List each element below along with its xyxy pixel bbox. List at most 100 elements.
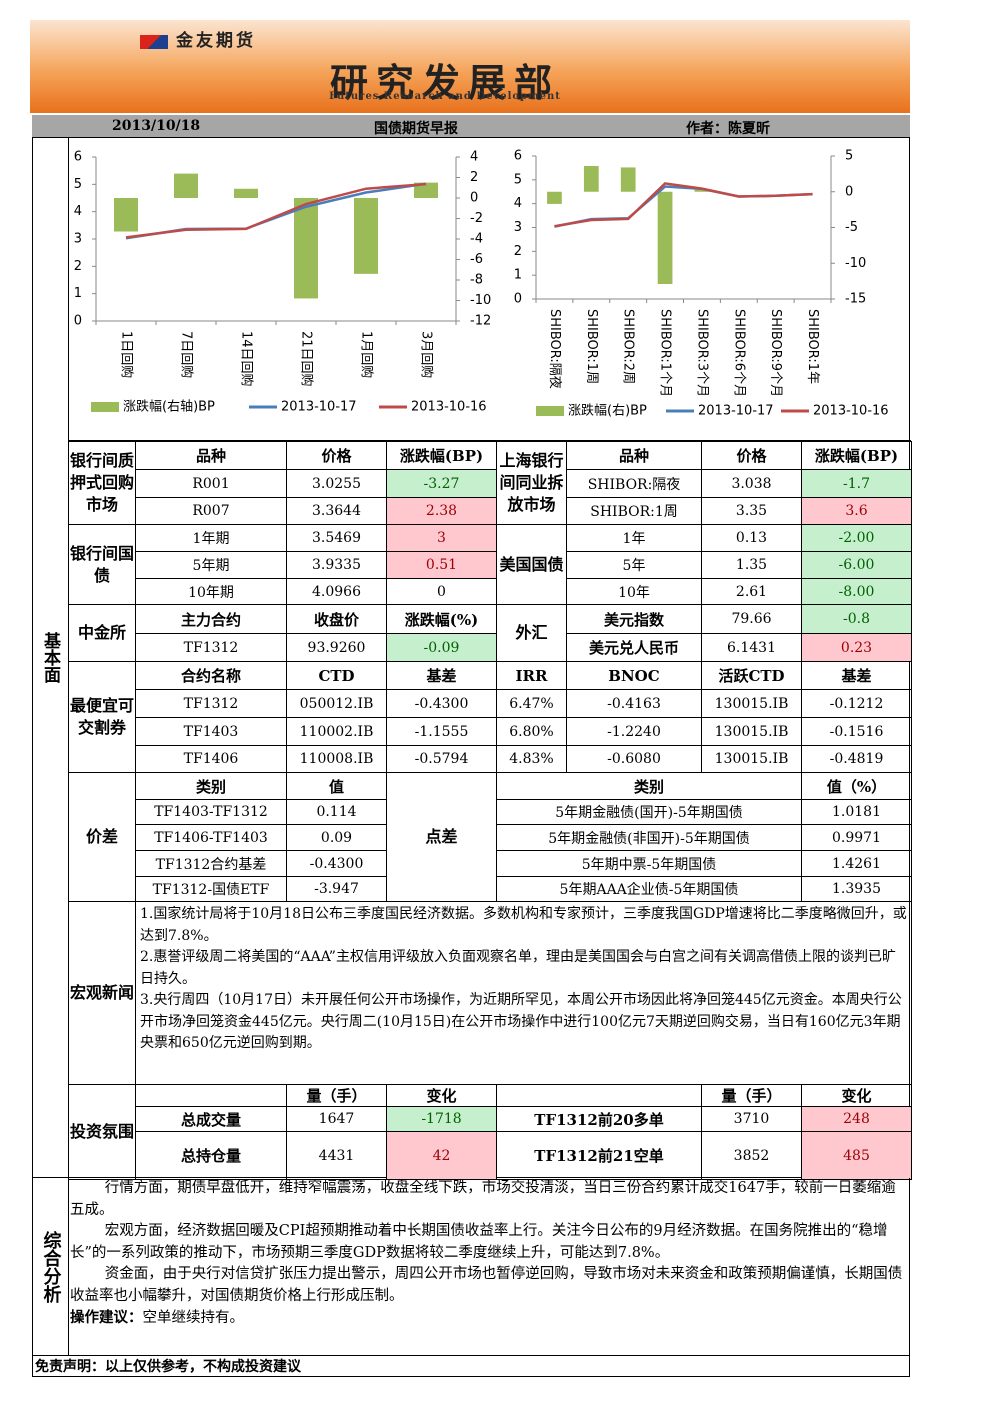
table-row: TF1403 110002.IB -1.1555 6.80% -1.2240 130015…	[69, 717, 912, 746]
table-cell: TF1312前21空单	[496, 1131, 702, 1180]
news-item: 2.惠誉评级周二将美国的“AAA”主权信用评级放入负面观察名单，理由是美国国会与…	[140, 949, 896, 987]
table-cell: TF1312	[135, 689, 287, 718]
table-cell	[496, 1084, 702, 1107]
paragraph: 资金面，由于央行对信贷扩张压力提出警示，周四公开市场也暂停逆回购，导致市场对未来…	[70, 1266, 903, 1304]
info-bar: 2013/10/18 国债期货早报 作者：陈夏昕	[32, 115, 910, 137]
table-cell: 涨跌幅(BP)	[386, 441, 497, 470]
table-cell: -0.4163	[566, 689, 702, 718]
table-cell: 93.9260	[286, 633, 387, 662]
table-cell: 1.35	[701, 551, 802, 579]
table-cell: 2.61	[701, 578, 802, 605]
legend-label: 2013-10-17	[698, 404, 774, 419]
table-cell: 4.0966	[286, 578, 387, 605]
y-tick-label: 6	[74, 150, 82, 165]
y-tick-label: 2	[514, 244, 522, 259]
paragraph: 行情方面，期债早盘低开，维持窄幅震荡，收盘全线下跌，市场交投清淡，当日三份合约累…	[70, 1180, 896, 1218]
charts-area: 0 1 2 3 4 5 6 -12 -10 -8 -6 -4 -2 0 2 4 1日回购 7日回购 14日回购 21日…	[68, 138, 911, 441]
table-cell: 点差	[386, 772, 497, 902]
table-row: 投资氛围 量（手） 变化 量（手） 变化	[68, 1084, 912, 1180]
table-cell: 5年期	[135, 551, 287, 579]
table-cell: 总持仓量	[135, 1131, 287, 1180]
table-cell: 投资氛围	[68, 1084, 136, 1180]
disclaimer: 免责声明：以上仅供参考，不构成投资建议	[32, 1356, 910, 1377]
table-cell: 品种	[135, 441, 287, 470]
advice: 操作建议：空单继续持有。	[70, 1307, 905, 1330]
table-cell: IRR	[496, 661, 567, 690]
table-cell: -1.1555	[386, 717, 497, 746]
news-item: 3.央行周四（10月17日）未开展任何公开市场操作，为近期所罕见，本周公开市场因…	[140, 992, 902, 1051]
table-row: TF1312-国债ETF -3.947 5年期AAA企业债-5年期国债 1.3935	[69, 876, 912, 902]
table-cell: -3.947	[286, 876, 387, 902]
table-cell: 3.35	[701, 497, 802, 525]
table-cell: 6.1431	[701, 633, 802, 662]
date: 2013/10/18	[112, 118, 201, 134]
table-cell: 量（手）	[701, 1084, 802, 1107]
table-cell: -0.8	[801, 604, 912, 634]
bar	[174, 173, 198, 198]
table-cell: 10年期	[135, 578, 287, 605]
table-cell: 价格	[701, 441, 802, 470]
table-cell: 3.5469	[286, 524, 387, 552]
news-cell: 1.国家统计局将于10月18日公布三季度国民经济数据。多数机构和专家预计，三季度…	[135, 901, 912, 1085]
table-cell: 0	[386, 578, 497, 605]
bar	[234, 188, 258, 198]
section-label: 基本面	[33, 138, 69, 1177]
summary-text: 行情方面，期债早盘低开，维持窄幅震荡，收盘全线下跌，市场交投清淡，当日三份合约累…	[70, 1178, 905, 1330]
y2-tick-label: -4	[470, 232, 483, 247]
y-tick-label: 2	[74, 259, 82, 274]
table-cell: -3.27	[386, 469, 497, 498]
table-row: TF1312 93.9260 -0.09 美元兑人民币 6.1431 0.23	[69, 633, 912, 662]
table-cell: 4431	[286, 1131, 387, 1180]
table-cell: 外汇	[496, 604, 567, 662]
y2-tick-label: 4	[470, 150, 478, 165]
table-cell: 3.0255	[286, 469, 387, 498]
table-cell: 10年	[566, 578, 702, 605]
table-row: 5年期 3.9335 0.51 5年 1.35 -6.00	[69, 551, 912, 579]
table-cell: 3	[386, 524, 497, 552]
bar	[414, 182, 438, 198]
table-cell: -0.4300	[386, 689, 497, 718]
x-tick-label: 14日回购	[239, 331, 255, 387]
table-row: 总持仓量 4431 42 TF1312前21空单 3852 485	[69, 1131, 912, 1180]
advice-label: 操作建议：	[70, 1309, 143, 1326]
bar	[547, 191, 562, 204]
table-cell: 0.9971	[801, 824, 912, 851]
table-cell	[135, 1084, 287, 1107]
table-row: 价差 类别值点差 类别 值（%）	[68, 772, 912, 902]
y2-tick-label: -15	[845, 292, 866, 307]
table-cell: 基差	[801, 661, 912, 690]
table-cell: 130015.IB	[701, 745, 802, 773]
table-cell: 1.0181	[801, 799, 912, 825]
fundamentals: 基本面 0 1 2 3 4 5 6 -12 -10 -8 -6 -4 -2 0 2 4 1日回购 7日回购 14日回…	[32, 137, 912, 1180]
x-tick-label: SHIBOR:3个月	[694, 309, 709, 397]
table-cell: 活跃CTD	[701, 661, 802, 690]
bar	[620, 167, 636, 192]
author: 作者：陈夏昕	[686, 121, 770, 137]
table-cell: 4.83%	[496, 745, 567, 773]
x-tick-label: 1日回购	[119, 331, 135, 378]
x-tick-label: 3月回购	[419, 331, 435, 378]
table-cell: 2.38	[386, 497, 497, 525]
line	[125, 182, 427, 239]
y-tick-label: 3	[74, 232, 82, 247]
x-tick-label: SHIBOR:1年	[805, 309, 820, 384]
table-cell: 0.51	[386, 551, 497, 579]
table-cell: 5年期金融债(非国开)-5年期国债	[496, 824, 802, 851]
table-cell: R007	[135, 497, 287, 525]
bar	[694, 189, 710, 192]
table-cell: 银行间国债	[68, 524, 136, 605]
table-cell: 美元兑人民币	[566, 633, 702, 662]
table-cell: 3.6	[801, 497, 912, 525]
table-cell: 79.66	[701, 604, 802, 634]
y2-tick-label: 5	[845, 149, 853, 164]
table-cell: TF1403	[135, 717, 287, 746]
table-row: 中金所 主力合约 收盘价 涨跌幅(%) 外汇 美元指数 79.66 -0.8	[68, 604, 912, 662]
table-cell: TF1312	[135, 633, 287, 662]
line	[554, 182, 813, 228]
table-cell: 总成交量	[135, 1106, 287, 1132]
table-cell: BNOC	[566, 661, 702, 690]
table-row: R001 3.0255 -3.27 SHIBOR:隔夜 3.038 -1.7	[69, 469, 912, 498]
table-cell: 中金所	[68, 604, 136, 662]
bar	[114, 198, 138, 232]
